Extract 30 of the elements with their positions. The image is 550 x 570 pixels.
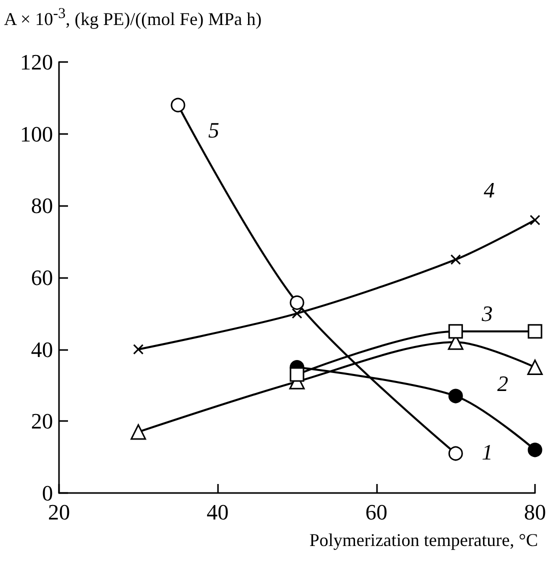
- point: [130, 424, 146, 440]
- x-tick-label: 80: [524, 500, 546, 524]
- series-label: 5: [208, 118, 220, 143]
- point: [528, 442, 542, 458]
- point: [448, 324, 463, 339]
- point: [450, 254, 461, 265]
- y-tick-label: 60: [31, 265, 53, 290]
- point: [290, 367, 304, 382]
- series-label: 3: [480, 300, 493, 326]
- series-label: 1: [482, 439, 493, 464]
- point: [528, 324, 542, 339]
- x-tick-label: 60: [365, 500, 388, 524]
- point: [133, 344, 144, 355]
- y-tick-label: 100: [20, 121, 53, 146]
- point: [290, 295, 304, 310]
- point: [448, 388, 463, 404]
- series-label: 2: [497, 370, 508, 396]
- y-axis-title: A × 10$^{-3}$, (kg PE)/((mol Fe) MPa h): [4, 6, 262, 30]
- x-axis-title: Polymerization temperature, °C: [309, 530, 538, 551]
- point: [527, 360, 543, 376]
- point: [530, 214, 540, 226]
- point: [170, 98, 186, 112]
- point: [448, 446, 463, 461]
- x-tick-label: 40: [206, 500, 229, 524]
- series-label: 4: [484, 178, 495, 203]
- y-tick-label: 40: [31, 336, 53, 362]
- y-tick-label: 80: [31, 193, 53, 218]
- y-tick-label: 120: [20, 50, 53, 74]
- y-tick-label: 20: [31, 408, 53, 434]
- point: [292, 308, 302, 319]
